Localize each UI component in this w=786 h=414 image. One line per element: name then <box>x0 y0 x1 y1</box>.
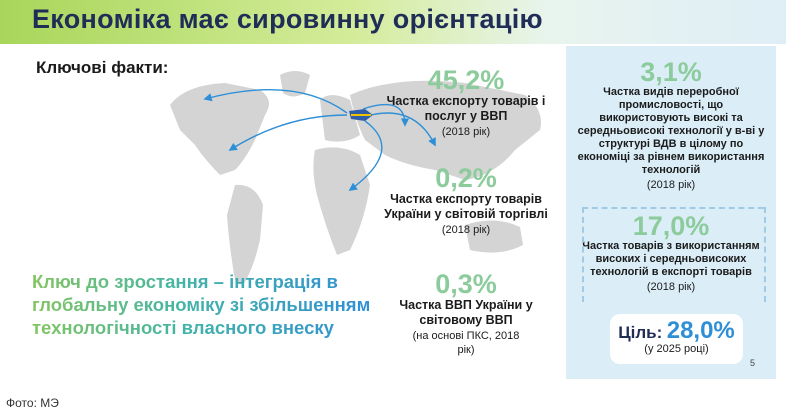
stat-value: 0,2% <box>435 163 497 193</box>
continents-shape <box>170 71 541 285</box>
arrow-to-south-america <box>228 114 348 151</box>
stat-note: (2018 рік) <box>646 179 696 191</box>
stat-label: Частка ВВП України у світовому ВВП <box>399 298 533 327</box>
stat-value: 0,3% <box>435 269 497 299</box>
page-number: 5 <box>750 358 756 368</box>
stat-label: Частка видів переробної промисловості, щ… <box>577 86 765 176</box>
stat-note: (2018 рік) <box>441 126 491 138</box>
stat-note: (2018 рік) <box>441 224 491 236</box>
photo-caption: Фото: МЭ <box>6 396 59 410</box>
goal-line: Ціль: 28,0% <box>610 317 743 345</box>
goal-label: Ціль: <box>618 323 663 342</box>
goal-box: Ціль: 28,0% (у 2025 році) <box>610 314 743 364</box>
slide: Економіка має сировинну орієнтацію Ключо… <box>0 0 786 379</box>
stat-world-trade-share: 0,2% Частка експорту товарів України у с… <box>376 164 556 237</box>
world-map <box>170 71 541 285</box>
stat-tech-export: 17,0% Частка товарів з використанням вис… <box>578 212 764 294</box>
goal-note: (у 2025 році) <box>644 343 709 355</box>
panel-divider <box>582 207 764 209</box>
stat-world-gdp-share: 0,3% Частка ВВП України у світовому ВВП … <box>376 270 556 357</box>
stat-label: Частка експорту товарів України у світов… <box>384 192 548 221</box>
arrow-to-east-asia <box>370 112 436 147</box>
goal-value: 28,0% <box>666 317 735 344</box>
stat-note: (2018 рік) <box>646 281 696 293</box>
trade-arrows <box>203 89 436 191</box>
ukraine-marker <box>349 109 373 121</box>
growth-key-text: Ключ до зростання – інтеграція в глобаль… <box>32 271 371 338</box>
title-bar <box>0 0 786 44</box>
arrow-to-asia <box>362 103 410 127</box>
stat-tech-manufacturing: 3,1% Частка видів переробної промисловос… <box>576 58 766 192</box>
stat-export-share: 45,2% Частка експорту товарів і послуг у… <box>376 66 556 139</box>
panel-divider-right <box>764 207 766 302</box>
stat-value: 17,0% <box>632 211 710 241</box>
stat-value: 45,2% <box>427 65 505 95</box>
key-facts-heading: Ключові факти: <box>36 58 169 77</box>
arrow-to-africa <box>348 120 383 191</box>
stat-value: 3,1% <box>640 57 702 87</box>
arrow-to-north-america <box>203 89 348 114</box>
stat-label: Частка товарів з використанням високих і… <box>582 240 760 278</box>
stat-label: Частка експорту товарів і послуг у ВВП <box>386 94 546 123</box>
panel-divider-left <box>582 207 584 302</box>
stat-note: (на основі ПКС, 2018 рік) <box>412 330 520 356</box>
slide-title: Економіка має сировинну орієнтацію <box>32 4 543 34</box>
